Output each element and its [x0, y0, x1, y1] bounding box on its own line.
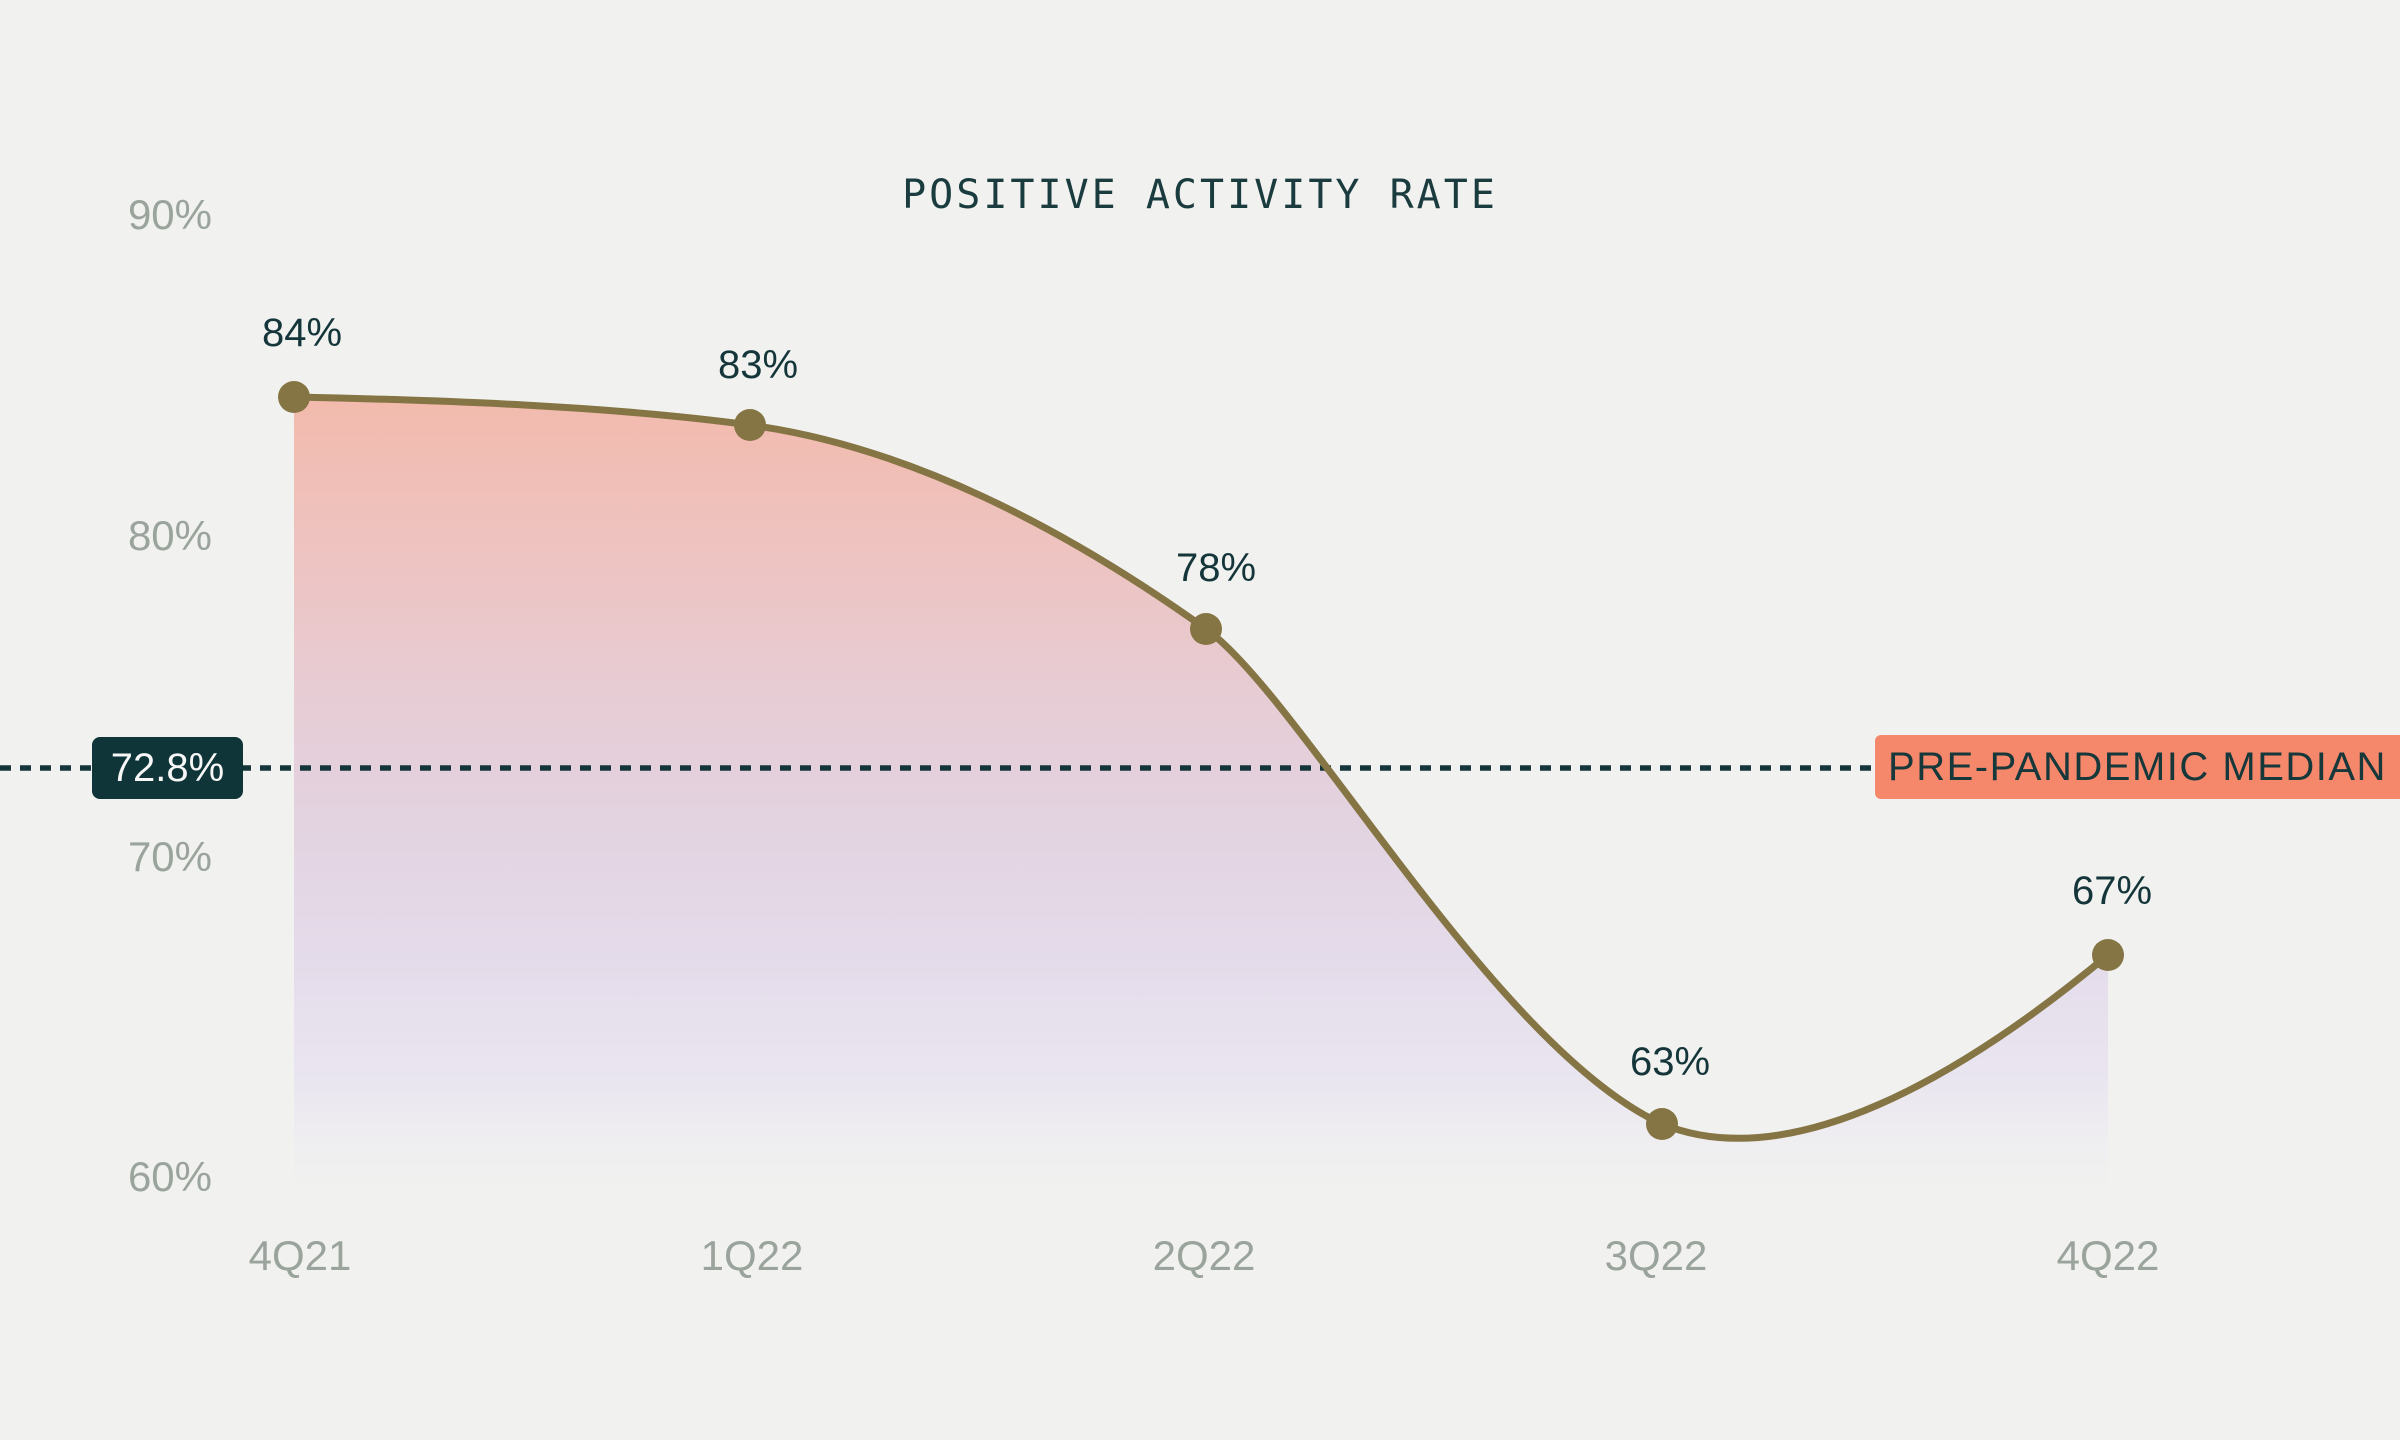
data-point-4q22 [2092, 939, 2124, 971]
data-point-2q22 [1190, 613, 1222, 645]
point-label-4q21: 84% [261, 311, 343, 355]
y-axis-tick-60: 60% [127, 1153, 212, 1200]
x-axis-tick-3q22: 3Q22 [1604, 1232, 1708, 1279]
y-axis-tick-80: 80% [127, 512, 212, 559]
point-label-3q22: 63% [1629, 1040, 1711, 1084]
point-label-2q22: 78% [1175, 546, 1257, 590]
x-axis-tick-4q22: 4Q22 [2056, 1232, 2160, 1279]
point-label-1q22: 83% [717, 343, 799, 387]
y-axis-tick-90: 90% [127, 191, 212, 238]
median-name-badge: PRE-PANDEMIC MEDIAN [1875, 735, 2400, 799]
chart-title: POSITIVE ACTIVITY RATE [902, 172, 1498, 218]
x-axis-tick-4q21: 4Q21 [248, 1232, 352, 1279]
median-value-badge: 72.8% [92, 737, 243, 799]
area-fill [294, 397, 2108, 1188]
point-label-4q22: 67% [2071, 869, 2153, 913]
data-point-1q22 [734, 409, 766, 441]
data-point-4q21 [278, 381, 310, 413]
x-axis-tick-1q22: 1Q22 [700, 1232, 804, 1279]
y-axis-tick-70: 70% [127, 833, 212, 880]
data-point-3q22 [1646, 1108, 1678, 1140]
trend-line [290, 393, 2112, 1142]
x-axis-tick-2q22: 2Q22 [1152, 1232, 1256, 1279]
